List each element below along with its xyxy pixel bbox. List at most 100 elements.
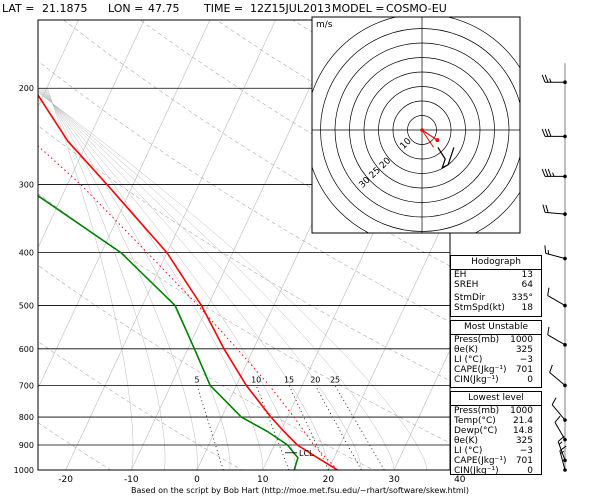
stat-value: 701 xyxy=(515,365,533,375)
wind-barb xyxy=(551,397,567,422)
stat-row: Dewp(°C) 14.8 xyxy=(451,426,541,436)
y-tick-label: 700 xyxy=(19,381,34,390)
lowest-level-box: Lowest level Press(mb) 1000 Temp(°C) 21.… xyxy=(450,391,542,476)
stat-row: Press(mb) 1000 xyxy=(451,406,541,416)
lat-value: 21.1875 xyxy=(42,2,88,15)
stat-row: CIN(Jkg⁻¹) 0 xyxy=(451,466,541,476)
x-tick-label: 30 xyxy=(388,475,400,485)
stat-row: CAPE(Jkg⁻¹) 701 xyxy=(451,456,541,466)
hodograph-stats-box: Hodograph EH 13 SREH 64 StmDir 335° StmS… xyxy=(450,255,542,317)
stat-row: LI (°C) −3 xyxy=(451,446,541,456)
stat-value: 0 xyxy=(527,466,533,476)
mixing-ratio-label: 15 xyxy=(284,375,294,384)
stat-key: CAPE(Jkg⁻¹) xyxy=(454,365,507,375)
stat-value: 13 xyxy=(521,270,533,280)
stat-key: LI (°C) xyxy=(454,355,483,365)
hodograph-frame xyxy=(311,16,521,234)
wind-barb xyxy=(547,326,567,347)
mean-wind-vector xyxy=(421,129,435,148)
x-tick-label: 20 xyxy=(323,475,335,485)
stat-key: SREH xyxy=(454,280,479,290)
plot-frame xyxy=(37,19,451,471)
stat-key: EH xyxy=(454,270,467,280)
isotherm xyxy=(38,20,211,390)
stat-value: 325 xyxy=(515,436,533,446)
y-tick-label: 1000 xyxy=(14,466,34,475)
wind-barb xyxy=(549,364,567,388)
isotherm xyxy=(38,20,145,249)
moist-adiabat xyxy=(40,88,264,470)
stat-value: 325 xyxy=(515,345,533,355)
isotherm xyxy=(65,20,276,470)
hodograph-trace xyxy=(437,147,455,169)
stat-key: CIN(Jkg⁻¹) xyxy=(454,466,499,476)
x-tick-label: -20 xyxy=(58,475,73,485)
stat-key: θe(K) xyxy=(454,436,478,446)
most-unstable-box: Most Unstable Press(mb) 1000 θe(K) 325 L… xyxy=(450,320,542,388)
wind-barb xyxy=(559,445,567,472)
stat-value: 14.8 xyxy=(512,426,533,436)
box-title: Hodograph xyxy=(451,256,541,270)
box-title: Lowest level xyxy=(451,392,541,406)
stat-key: Dewp(°C) xyxy=(454,426,498,436)
wind-barb xyxy=(544,245,567,261)
moist-adiabat xyxy=(47,88,134,470)
stat-row: CAPE(Jkg⁻¹) 701 xyxy=(451,365,541,375)
stat-row: EH 13 xyxy=(451,270,541,280)
mixing-ratio-label: 20 xyxy=(310,375,320,384)
wind-barb xyxy=(541,74,567,85)
x-tick-label: -10 xyxy=(124,475,139,485)
stat-row: Temp(°C) 21.4 xyxy=(451,416,541,426)
y-tick-label: 300 xyxy=(19,180,34,189)
stat-value: 18 xyxy=(521,303,533,313)
stat-key: Press(mb) xyxy=(454,335,500,345)
mixing-ratio-line xyxy=(334,385,385,470)
stat-key: θe(K) xyxy=(454,345,478,355)
stat-value: −3 xyxy=(519,446,533,456)
y-tick-label: 800 xyxy=(19,413,34,422)
mixing-ratio-label: 25 xyxy=(330,375,340,384)
wind-barb xyxy=(541,128,567,139)
temperature-line xyxy=(38,93,339,470)
time-label: TIME = xyxy=(204,2,244,15)
lat-label: LAT = xyxy=(2,2,35,15)
storm-motion-point xyxy=(435,138,440,143)
stat-value: 335° xyxy=(511,293,533,303)
moist-adiabat xyxy=(42,88,231,470)
stat-key: StmDir xyxy=(454,293,486,303)
y-tick-label: 900 xyxy=(19,441,34,450)
lon-label: LON = xyxy=(108,2,144,15)
stat-key: Temp(°C) xyxy=(454,416,496,426)
wind-barb xyxy=(541,168,567,179)
isotherm xyxy=(131,20,342,470)
storm-motion-vector xyxy=(421,129,438,141)
header-bar: LAT = 21.1875 LON = 47.75 TIME = 12Z15JU… xyxy=(0,0,600,18)
moist-adiabat xyxy=(38,88,296,470)
x-tick-label: 40 xyxy=(454,475,466,485)
stat-key: StmSpd(kt) xyxy=(454,303,505,313)
isotherm xyxy=(0,20,13,470)
stat-key: CIN(Jkg⁻¹) xyxy=(454,375,499,385)
stat-value: 0 xyxy=(527,375,533,385)
stat-key: LI (°C) xyxy=(454,446,483,456)
credit-line: Based on the script by Bob Hart (http://… xyxy=(130,486,470,495)
hodograph-origin xyxy=(420,128,424,132)
stat-row: CIN(Jkg⁻¹) 0 xyxy=(451,375,541,385)
model-label: MODEL = xyxy=(332,2,385,15)
stat-value: 64 xyxy=(521,280,533,290)
stat-key: Press(mb) xyxy=(454,406,500,416)
dewpoint-line xyxy=(38,194,299,470)
wind-barb xyxy=(542,204,567,216)
lon-value: 47.75 xyxy=(148,2,180,15)
moist-adiabat xyxy=(38,88,329,470)
model-value: COSMO-EU xyxy=(386,2,447,15)
y-tick-label: 600 xyxy=(19,345,34,354)
stat-value: 1000 xyxy=(510,406,533,416)
stat-row: θe(K) 325 xyxy=(451,345,541,355)
stat-row: StmSpd(kt) 18 xyxy=(451,303,541,313)
y-tick-label: 400 xyxy=(19,249,34,258)
wind-barb xyxy=(557,435,567,463)
y-tick-label: 200 xyxy=(19,84,34,93)
mixing-ratio-label: 5 xyxy=(195,375,200,384)
